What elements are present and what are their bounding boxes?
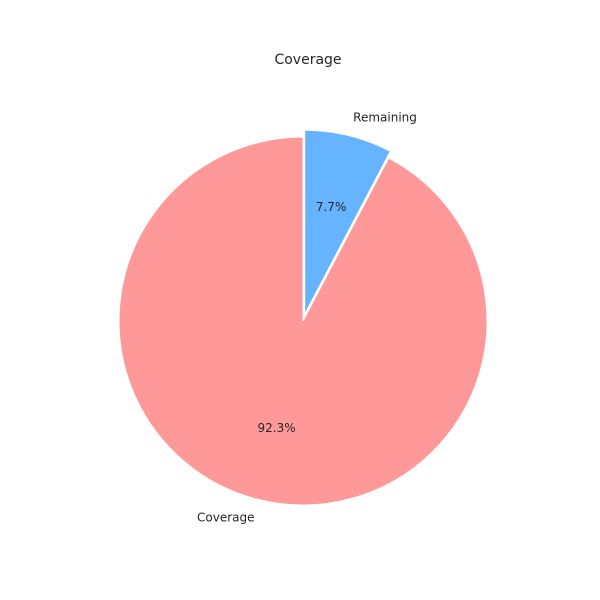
slice-label-coverage: Coverage: [197, 511, 255, 525]
pie-slices: [118, 129, 488, 506]
pie-slice-remaining: [304, 129, 391, 315]
pie-labels: Remaining 7.7% Coverage 92.3%: [197, 111, 417, 525]
slice-label-remaining: Remaining: [353, 111, 417, 125]
slice-percent-remaining: 7.7%: [316, 200, 347, 214]
slice-percent-coverage: 92.3%: [257, 421, 295, 435]
pie-slice-coverage: [118, 136, 488, 506]
chart-title: Coverage: [274, 52, 341, 68]
